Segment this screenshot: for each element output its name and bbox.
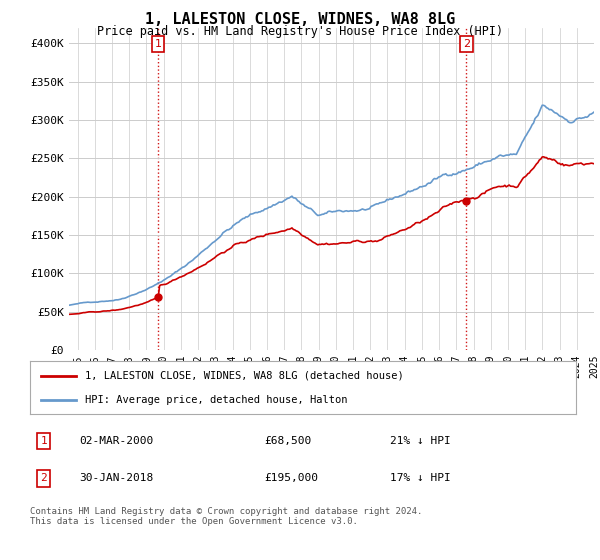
Text: 1: 1: [154, 39, 161, 49]
Text: £195,000: £195,000: [265, 473, 319, 483]
Text: £68,500: £68,500: [265, 436, 312, 446]
Text: 30-JAN-2018: 30-JAN-2018: [79, 473, 154, 483]
Text: 1: 1: [40, 436, 47, 446]
Text: 1, LALESTON CLOSE, WIDNES, WA8 8LG: 1, LALESTON CLOSE, WIDNES, WA8 8LG: [145, 12, 455, 27]
Text: Price paid vs. HM Land Registry's House Price Index (HPI): Price paid vs. HM Land Registry's House …: [97, 25, 503, 38]
Text: HPI: Average price, detached house, Halton: HPI: Average price, detached house, Halt…: [85, 395, 347, 405]
Text: Contains HM Land Registry data © Crown copyright and database right 2024.
This d: Contains HM Land Registry data © Crown c…: [30, 507, 422, 526]
Text: 02-MAR-2000: 02-MAR-2000: [79, 436, 154, 446]
Text: 2: 2: [463, 39, 470, 49]
Text: 1, LALESTON CLOSE, WIDNES, WA8 8LG (detached house): 1, LALESTON CLOSE, WIDNES, WA8 8LG (deta…: [85, 371, 403, 381]
Text: 17% ↓ HPI: 17% ↓ HPI: [391, 473, 451, 483]
Text: 2: 2: [40, 473, 47, 483]
Text: 21% ↓ HPI: 21% ↓ HPI: [391, 436, 451, 446]
